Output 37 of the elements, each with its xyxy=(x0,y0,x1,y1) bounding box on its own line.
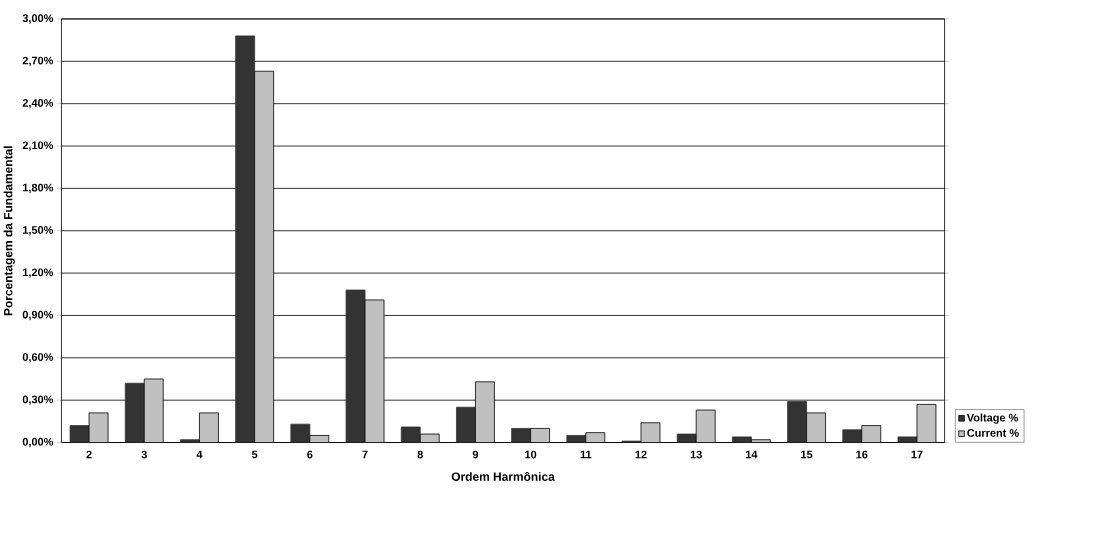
x-tick-label: 2 xyxy=(86,450,92,459)
bar xyxy=(806,412,826,443)
y-tick-label: 0,30% xyxy=(22,395,54,405)
legend-label: Current % xyxy=(967,428,1019,437)
x-tick-label: 15 xyxy=(801,450,813,459)
bar xyxy=(199,412,219,443)
x-tick-label: 17 xyxy=(911,450,923,458)
x-tick-label: 14 xyxy=(745,450,758,458)
y-tick-label: 0,00% xyxy=(22,437,54,447)
y-tick-label: 2,70% xyxy=(22,56,54,66)
y-tick-label: 1,50% xyxy=(23,225,54,236)
bar xyxy=(695,409,716,443)
x-tick-label: 13 xyxy=(690,450,702,459)
x-tick-label: 10 xyxy=(525,450,537,459)
legend-label: Voltage % xyxy=(966,413,1018,424)
y-tick-label: 2,10% xyxy=(22,141,54,151)
x-tick-label: 11 xyxy=(580,450,592,458)
y-tick-label: 1,20% xyxy=(23,268,54,278)
y-tick-label: 3,00% xyxy=(22,14,54,24)
x-tick-label: 9 xyxy=(472,450,479,459)
x-tick-label: 12 xyxy=(635,450,647,459)
y-axis-title: Porcentagem da Fundamental xyxy=(3,146,15,316)
y-tick-label: 0,90% xyxy=(22,310,54,320)
bar xyxy=(143,378,164,443)
y-tick-label: 0,60% xyxy=(22,352,54,363)
bar xyxy=(475,381,495,443)
bar xyxy=(254,70,275,443)
x-tick-label: 16 xyxy=(856,450,868,459)
x-axis-title: Ordem Harmônica xyxy=(451,471,555,481)
y-tick-label: 2,40% xyxy=(22,98,54,109)
y-tick-label: 1,80% xyxy=(23,183,54,193)
x-tick-label: 7 xyxy=(362,450,368,458)
x-tick-label: 4 xyxy=(196,450,203,458)
x-tick-label: 6 xyxy=(307,450,313,459)
x-tick-label: 5 xyxy=(251,450,258,459)
x-tick-label: 8 xyxy=(417,450,423,459)
x-tick-label: 3 xyxy=(141,450,147,459)
